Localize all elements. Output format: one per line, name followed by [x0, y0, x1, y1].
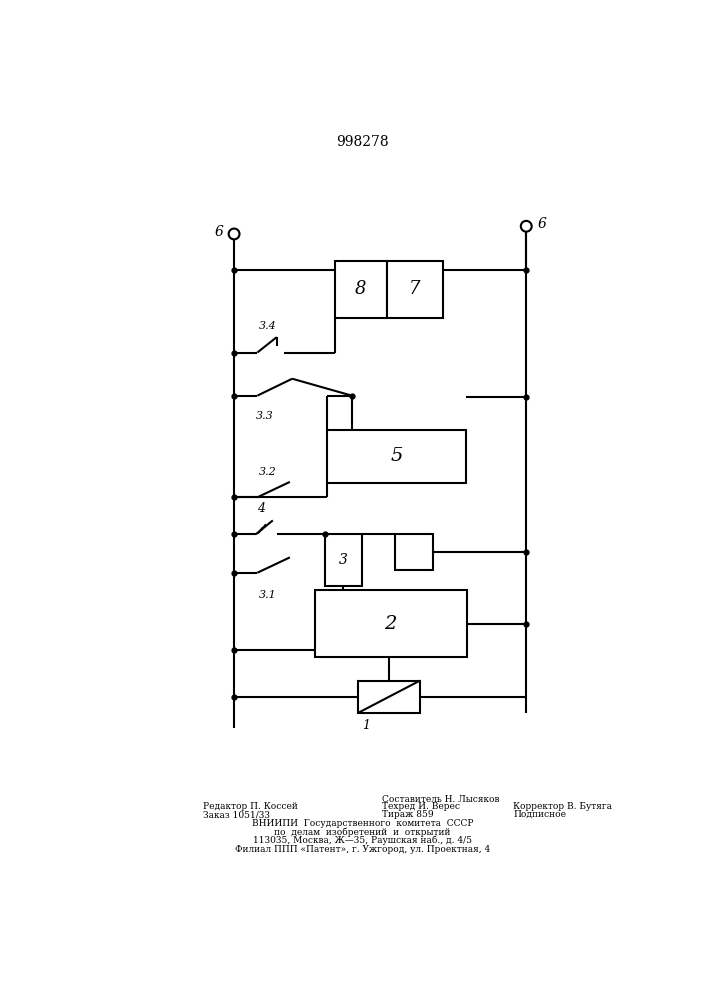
Text: по  делам  изобретений  и  открытий: по делам изобретений и открытий: [274, 828, 450, 837]
Text: Тираж 859: Тираж 859: [382, 810, 433, 819]
Text: 6: 6: [214, 225, 223, 239]
Bar: [315, 590, 467, 657]
Text: 4: 4: [257, 502, 265, 515]
Text: Подписное: Подписное: [513, 810, 566, 819]
Text: ВНИИПИ  Государственного  комитета  СССР: ВНИИПИ Государственного комитета СССР: [252, 819, 473, 828]
Text: 998278: 998278: [336, 135, 388, 149]
Text: Составитель Н. Лысяков: Составитель Н. Лысяков: [382, 795, 499, 804]
Text: 3.4: 3.4: [259, 321, 276, 331]
Bar: [395, 534, 433, 570]
Text: 1: 1: [362, 719, 370, 732]
Text: Заказ 1051/33: Заказ 1051/33: [204, 810, 271, 819]
Text: Техред И. Верес: Техред И. Верес: [382, 802, 460, 811]
Text: 6: 6: [537, 217, 546, 231]
Bar: [325, 534, 362, 586]
Text: 5: 5: [390, 447, 402, 465]
Text: 7: 7: [409, 280, 421, 298]
Text: 113035, Москва, Ж—35, Раушская наб., д. 4/5: 113035, Москва, Ж—35, Раушская наб., д. …: [253, 836, 472, 845]
Bar: [327, 430, 466, 483]
Text: Редактор П. Коссей: Редактор П. Коссей: [204, 802, 298, 811]
Bar: [358, 681, 420, 713]
Text: Корректор В. Бутяга: Корректор В. Бутяга: [513, 802, 612, 811]
Text: 3.1: 3.1: [259, 590, 276, 600]
Text: 3: 3: [339, 553, 348, 567]
Text: Филиал ППП «Патент», г. Ужгород, ул. Проектная, 4: Филиал ППП «Патент», г. Ужгород, ул. Про…: [235, 845, 490, 854]
Text: 8: 8: [355, 280, 366, 298]
Text: 3.3: 3.3: [256, 411, 274, 421]
Text: 3.2: 3.2: [259, 467, 276, 477]
Bar: [387, 261, 443, 318]
Text: 2: 2: [385, 615, 397, 633]
Bar: [335, 261, 387, 318]
